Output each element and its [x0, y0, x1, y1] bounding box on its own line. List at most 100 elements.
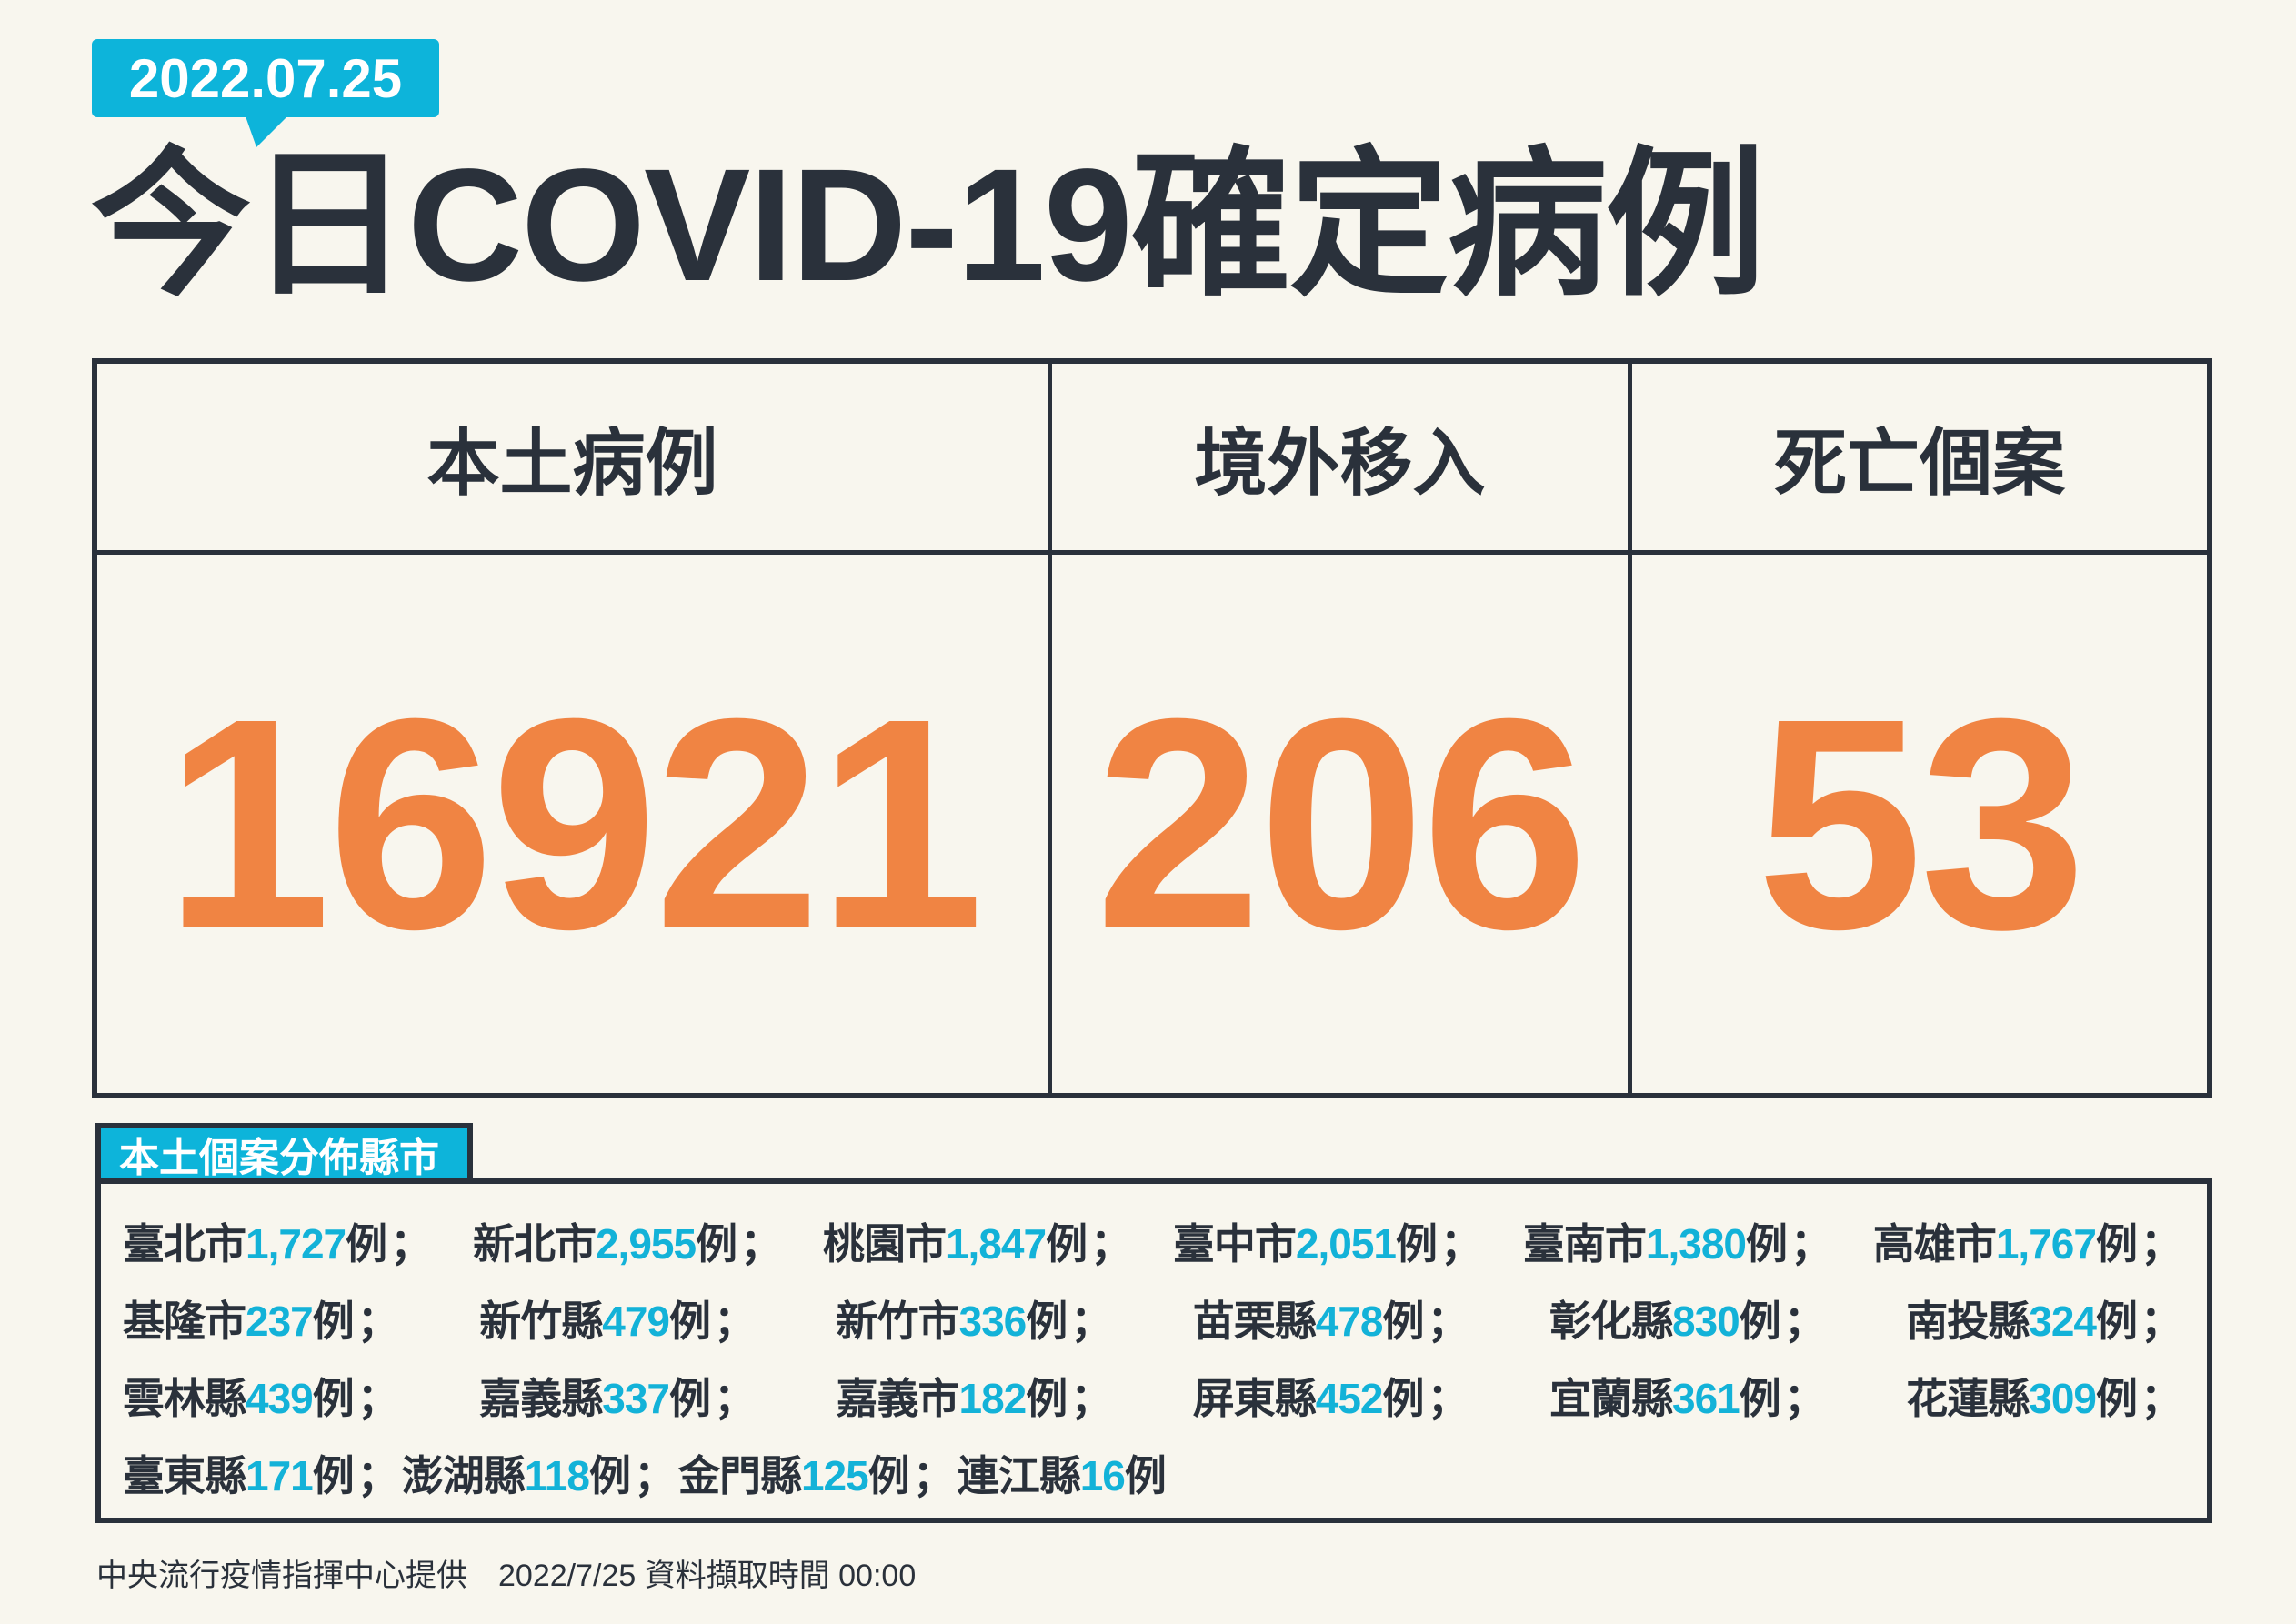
- county-count: 125: [800, 1451, 869, 1499]
- county-count: 182: [958, 1374, 1028, 1422]
- unit-label: 例: [1396, 1219, 1438, 1268]
- unit-label: 例: [1739, 1297, 1781, 1345]
- county-item: 臺東縣171例；: [123, 1443, 402, 1503]
- unit-label: 例: [669, 1297, 711, 1345]
- county-name: 新北市: [472, 1219, 597, 1268]
- county-name: 南投縣: [1906, 1297, 2030, 1345]
- unit-label: 例: [867, 1451, 910, 1499]
- unit-label: 例: [2096, 1297, 2138, 1345]
- county-name: 連江縣: [957, 1451, 1081, 1499]
- county-item: 屏東縣452例；: [1193, 1366, 1472, 1426]
- county-item: 新北市2,955例；: [473, 1211, 785, 1271]
- separator: ；: [714, 1297, 756, 1345]
- county-count: 336: [958, 1297, 1028, 1345]
- footer-source: 中央流行疫情指揮中心提供 2022/7/25 資料擷取時間 00:00: [96, 1559, 917, 1593]
- separator: ；: [1440, 1219, 1482, 1268]
- county-count: 439: [246, 1374, 314, 1422]
- separator: ；: [1427, 1297, 1469, 1345]
- county-count: 1,380: [1645, 1219, 1747, 1268]
- value-local-cases: 16921: [97, 555, 1052, 1093]
- county-item: 彰化縣830例；: [1549, 1288, 1829, 1348]
- county-count: 2,051: [1295, 1219, 1397, 1268]
- separator: ；: [1783, 1297, 1826, 1345]
- county-name: 新竹縣: [479, 1297, 603, 1345]
- county-name: 嘉義市: [836, 1374, 960, 1422]
- unit-label: 例: [312, 1374, 355, 1422]
- county-item: 嘉義市182例；: [837, 1366, 1116, 1426]
- county-item: 連江縣16例: [957, 1443, 1167, 1503]
- unit-label: 例: [1746, 1219, 1788, 1268]
- county-item: 基隆市237例；: [123, 1288, 402, 1348]
- header-imported-cases: 境外移入: [1052, 364, 1632, 555]
- date-text: 2022.07.25: [128, 47, 403, 109]
- value-deaths: 53: [1756, 656, 2086, 991]
- distribution-label: 本土個案分佈縣市: [95, 1123, 473, 1180]
- unit-label: 例: [696, 1219, 737, 1268]
- county-name: 澎湖縣: [401, 1451, 526, 1499]
- county-count: 1,727: [246, 1219, 346, 1268]
- county-count: 361: [1672, 1374, 1740, 1422]
- unit-label: 例: [588, 1451, 631, 1499]
- county-item: 苗栗縣478例；: [1193, 1288, 1472, 1348]
- county-name: 基隆市: [123, 1297, 246, 1345]
- separator: ；: [2140, 1219, 2182, 1268]
- distribution-row: 基隆市237例； 新竹縣479例； 新竹市336例； 苗栗縣478例； 彰化縣830例；…: [123, 1279, 2185, 1357]
- county-count: 171: [246, 1451, 314, 1499]
- unit-label: 例: [312, 1297, 355, 1345]
- county-name: 臺南市: [1522, 1219, 1647, 1268]
- separator: ；: [740, 1219, 782, 1268]
- separator: ；: [390, 1219, 432, 1268]
- county-item: 南投縣324例；: [1906, 1288, 2185, 1348]
- county-count: 16: [1079, 1451, 1126, 1499]
- county-name: 新竹市: [836, 1297, 960, 1345]
- county-item: 澎湖縣118例；: [402, 1443, 678, 1503]
- county-count: 479: [602, 1297, 670, 1345]
- unit-label: 例: [1026, 1297, 1068, 1345]
- unit-label: 例: [2095, 1219, 2138, 1268]
- county-count: 337: [602, 1374, 670, 1422]
- unit-label: 例: [1124, 1451, 1167, 1499]
- separator: ；: [633, 1451, 676, 1499]
- separator: ；: [1070, 1374, 1112, 1422]
- separator: ；: [2141, 1297, 2182, 1345]
- separator: ；: [356, 1297, 399, 1345]
- unit-label: 例: [2096, 1374, 2138, 1422]
- county-name: 屏東縣: [1192, 1374, 1317, 1422]
- county-item: 臺南市1,380例；: [1523, 1211, 1835, 1271]
- county-item: 臺中市2,051例；: [1173, 1211, 1485, 1271]
- separator: ；: [1090, 1219, 1132, 1268]
- summary-table: 本土病例 境外移入 死亡個案 16921 206 53: [92, 358, 2212, 1098]
- county-count: 1,847: [945, 1219, 1047, 1268]
- county-count: 237: [246, 1297, 314, 1345]
- county-item: 花蓮縣309例；: [1906, 1366, 2185, 1426]
- county-name: 花蓮縣: [1906, 1374, 2030, 1422]
- separator: ；: [1427, 1374, 1469, 1422]
- county-item: 雲林縣439例；: [123, 1366, 402, 1426]
- county-item: 桃園市1,847例；: [823, 1211, 1135, 1271]
- county-name: 臺中市: [1172, 1219, 1297, 1268]
- county-count: 478: [1315, 1297, 1384, 1345]
- county-name: 嘉義縣: [479, 1374, 603, 1422]
- page-title: 今日COVID-19確定病例: [91, 136, 1766, 315]
- unit-label: 例: [1382, 1374, 1425, 1422]
- county-name: 苗栗縣: [1192, 1297, 1317, 1345]
- county-name: 高雄市: [1872, 1219, 1997, 1268]
- county-name: 宜蘭縣: [1549, 1374, 1673, 1422]
- unit-label: 例: [312, 1451, 355, 1499]
- county-name: 臺北市: [123, 1219, 246, 1268]
- unit-label: 例: [346, 1219, 387, 1268]
- county-count: 1,767: [1995, 1219, 2097, 1268]
- county-count: 452: [1315, 1374, 1384, 1422]
- county-item: 新竹縣479例；: [479, 1288, 758, 1348]
- county-item: 高雄市1,767例；: [1873, 1211, 2185, 1271]
- county-count: 2,955: [595, 1219, 697, 1268]
- county-item: 臺北市1,727例；: [123, 1211, 435, 1271]
- distribution-row: 臺東縣171例； 澎湖縣118例； 金門縣125例； 連江縣16例: [123, 1434, 2185, 1511]
- county-name: 彰化縣: [1549, 1297, 1673, 1345]
- date-badge-tail: [246, 116, 287, 147]
- unit-label: 例: [669, 1374, 711, 1422]
- county-name: 桃園市: [822, 1219, 947, 1268]
- separator: ；: [1783, 1374, 1826, 1422]
- value-imported-cases: 206: [1052, 555, 1632, 1093]
- separator: ；: [912, 1451, 955, 1499]
